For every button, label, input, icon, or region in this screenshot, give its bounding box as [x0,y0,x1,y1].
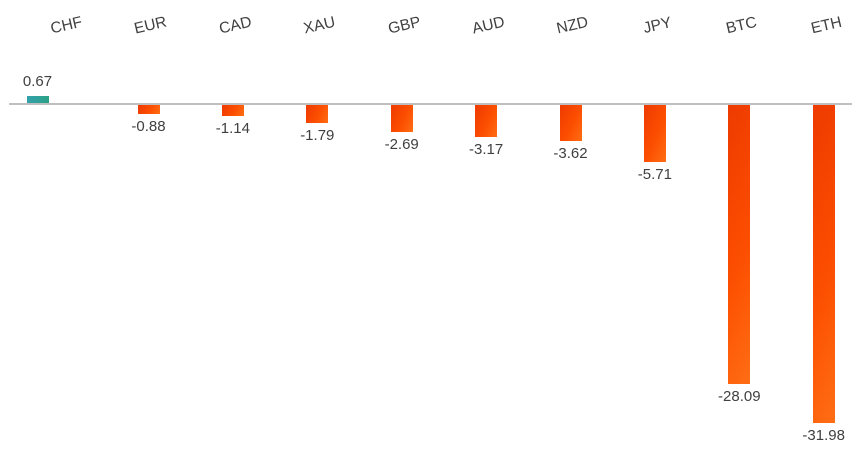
bar-jpy [643,105,666,162]
value-label-eur: -0.88 [131,117,166,135]
category-label-gbp: GBP [386,13,422,38]
bar-chf [26,96,49,103]
value-label-aud: -3.17 [468,140,504,158]
category-label-aud: AUD [470,13,507,38]
bar-eth [812,105,835,424]
value-label-chf: 0.67 [22,73,53,91]
bar-cad [221,105,244,117]
category-label-cad: CAD [217,13,254,38]
category-label-xau: XAU [302,13,338,38]
bar-gbp [390,105,413,132]
value-label-cad: -1.14 [215,120,250,138]
value-label-gbp: -2.69 [384,135,419,153]
bar-xau [306,105,329,123]
category-label-eth: ETH [809,13,844,38]
bar-btc [728,105,751,385]
value-label-xau: -1.79 [300,126,335,144]
value-label-btc: -28.09 [718,388,761,406]
value-label-jpy: -5.71 [637,165,672,183]
zero-baseline [9,103,852,105]
category-label-chf: CHF [48,13,84,38]
category-label-eur: EUR [132,13,169,38]
bar-eur [137,105,160,114]
value-label-nzd: -3.62 [553,145,588,163]
bar-aud [475,105,498,137]
category-label-nzd: NZD [555,13,591,38]
bar-nzd [559,105,582,142]
category-label-jpy: JPY [641,14,674,38]
value-label-eth: -31.98 [802,427,845,445]
category-label-btc: BTC [724,13,759,38]
